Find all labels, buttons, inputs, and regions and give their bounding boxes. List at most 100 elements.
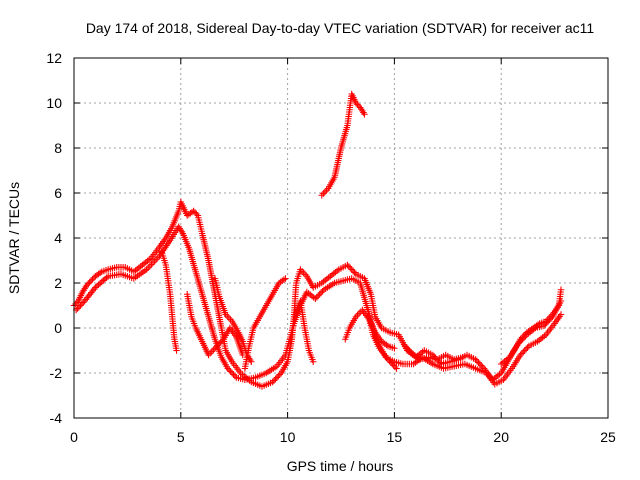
y-tick-label: 8 [54, 140, 62, 156]
data-trace [365, 313, 400, 372]
data-point [522, 345, 530, 353]
data-point [315, 292, 322, 299]
x-axis-label: GPS time / hours [287, 458, 394, 474]
data-point [77, 302, 84, 309]
data-point [276, 371, 283, 378]
data-point [519, 336, 526, 343]
plot-frame [73, 57, 609, 419]
data-point [386, 357, 393, 365]
data-point [518, 350, 526, 357]
data-point [228, 369, 236, 377]
data-point [275, 372, 282, 380]
y-tick-label: 0 [54, 320, 62, 336]
data-point [515, 340, 522, 347]
data-point [217, 339, 224, 346]
data-point [173, 347, 180, 354]
data-point [75, 303, 83, 311]
data-point [231, 372, 239, 380]
data-point [389, 360, 396, 368]
data-trace [158, 248, 180, 354]
data-series [70, 90, 565, 390]
data-point [391, 363, 399, 371]
data-point [542, 321, 549, 328]
data-point [520, 348, 527, 356]
data-point [517, 351, 524, 359]
data-point [361, 111, 368, 118]
data-point [85, 280, 92, 287]
y-tick-label: 4 [54, 230, 62, 246]
data-point [227, 368, 234, 375]
data-point [321, 188, 329, 196]
data-point [312, 295, 319, 302]
data-point [211, 345, 219, 352]
data-point [93, 282, 101, 290]
data-point [355, 310, 363, 317]
data-point [80, 299, 87, 306]
data-point [436, 359, 444, 366]
x-tick-label: 15 [387, 429, 403, 445]
x-tick-label: 5 [177, 429, 185, 445]
data-trace [401, 342, 466, 363]
data-point [520, 334, 528, 341]
data-point [352, 99, 360, 107]
data-trace [286, 297, 317, 365]
data-point [459, 354, 466, 361]
data-point [543, 319, 550, 326]
data-point [282, 275, 289, 282]
x-tick-label: 0 [70, 429, 78, 445]
data-point [516, 339, 523, 346]
data-point [313, 294, 320, 301]
data-point [393, 365, 400, 372]
data-point [349, 267, 357, 275]
data-point [384, 356, 392, 363]
data-point [208, 348, 215, 355]
data-point [475, 359, 482, 366]
data-point [521, 347, 528, 354]
data-point [391, 345, 398, 352]
data-point [193, 210, 200, 218]
data-point [273, 374, 281, 381]
data-point [86, 279, 93, 286]
data-point [317, 289, 325, 296]
data-point [316, 291, 323, 298]
data-point [225, 314, 233, 322]
data-point [390, 362, 397, 369]
data-point [216, 340, 223, 347]
data-point [557, 311, 565, 318]
y-tick-label: -2 [50, 365, 63, 381]
data-point [226, 366, 233, 374]
data-point [546, 316, 553, 323]
data-trace [498, 297, 565, 368]
data-point [300, 269, 307, 277]
data-point [347, 264, 354, 272]
data-point [218, 337, 226, 344]
data-point [72, 300, 79, 308]
data-point [101, 275, 109, 283]
data-point [540, 322, 548, 329]
data-point [214, 342, 222, 349]
data-point [98, 278, 105, 286]
data-point [544, 318, 552, 325]
y-tick-label: 6 [54, 185, 62, 201]
data-point [272, 375, 279, 383]
y-tick-label: -4 [50, 410, 63, 426]
x-tick-label: 10 [280, 429, 296, 445]
data-point [524, 344, 531, 351]
data-point [478, 362, 485, 369]
x-tick-label: 25 [600, 429, 616, 445]
data-point [96, 280, 104, 287]
data-point [517, 337, 525, 344]
data-point [87, 277, 95, 284]
data-point [89, 276, 96, 283]
y-axis-label: SDTVAR / TECUs [6, 182, 22, 294]
data-point [191, 209, 199, 216]
data-point [224, 365, 231, 372]
grid [74, 58, 608, 418]
data-point [73, 299, 81, 306]
data-trace [72, 223, 565, 388]
data-point [557, 297, 565, 305]
data-point [354, 101, 361, 108]
data-point [78, 300, 86, 308]
data-point [473, 357, 481, 365]
